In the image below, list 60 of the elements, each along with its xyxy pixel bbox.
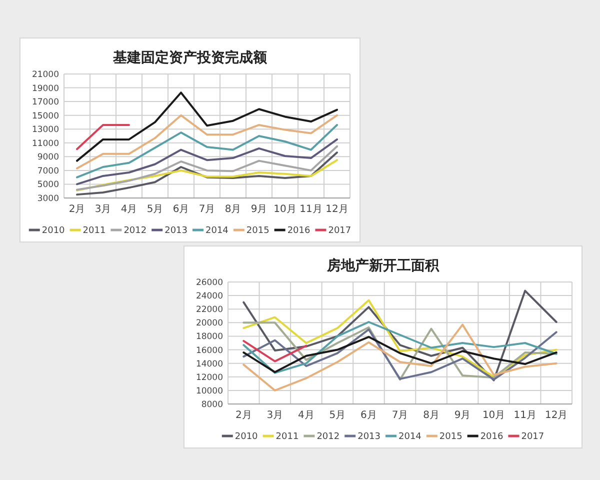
x-tick-label: 2月 [68, 204, 86, 215]
y-tick-label: 14000 [196, 359, 223, 370]
x-tick-label: 2月 [235, 410, 252, 421]
x-tick-label: 4月 [120, 204, 138, 215]
legend-label: 2017 [328, 226, 352, 236]
y-tick-label: 16000 [196, 346, 223, 356]
y-tick-label: 9000 [37, 152, 59, 163]
y-tick-label: 24000 [196, 292, 223, 302]
x-tick-label: 7月 [392, 410, 408, 421]
y-tick-label: 22000 [196, 305, 223, 316]
x-tick-label: 4月 [298, 410, 314, 421]
legend-label: 2013 [164, 226, 188, 236]
legend-label: 2012 [316, 432, 340, 442]
legend-label: 2013 [358, 432, 380, 442]
y-tick-label: 5000 [37, 180, 59, 190]
x-tick-label: 11月 [300, 204, 322, 215]
legend-label: 2016 [480, 432, 504, 442]
legend-label: 2015 [246, 226, 270, 236]
y-tick-label: 12000 [196, 372, 223, 383]
legend-label: 2012 [124, 226, 147, 236]
y-tick-label: 17000 [32, 98, 59, 108]
legend-label: 2015 [439, 432, 462, 442]
legend-label: 2014 [398, 432, 422, 442]
x-tick-label: 9月 [250, 204, 268, 215]
x-tick-label: 3月 [94, 204, 112, 215]
legend-label: 2011 [82, 226, 106, 236]
legend-label: 2017 [521, 432, 544, 442]
y-tick-label: 10000 [196, 386, 223, 396]
x-tick-label: 6月 [360, 410, 377, 421]
y-tick-label: 18000 [196, 332, 223, 342]
y-tick-label: 13000 [32, 125, 59, 136]
x-tick-label: 6月 [172, 204, 190, 215]
x-tick-label: 3月 [266, 410, 284, 421]
x-tick-label: 9月 [454, 410, 471, 421]
legend-label: 2011 [276, 432, 299, 442]
legend-label: 2010 [234, 432, 258, 442]
x-tick-label: 10月 [274, 204, 296, 215]
x-tick-label: 11月 [514, 410, 536, 421]
x-tick-label: 8月 [224, 204, 242, 215]
x-tick-label: 5月 [146, 204, 164, 215]
y-tick-label: 26000 [196, 278, 223, 288]
x-tick-label: 5月 [329, 410, 346, 421]
legend-label: 2010 [42, 226, 66, 236]
x-tick-label: 8月 [423, 410, 440, 421]
x-tick-label: 12月 [544, 410, 568, 421]
y-tick-label: 7000 [37, 166, 59, 176]
x-tick-label: 10月 [482, 410, 506, 421]
chart-title: 基建固定资产投资完成额 [112, 49, 268, 66]
y-tick-label: 8000 [201, 400, 223, 410]
x-tick-label: 7月 [198, 204, 216, 215]
y-tick-label: 3000 [37, 194, 59, 204]
y-tick-label: 19000 [32, 84, 59, 94]
legend-label: 2016 [287, 226, 310, 236]
y-tick-label: 20000 [196, 318, 223, 329]
y-tick-label: 21000 [32, 70, 59, 80]
y-tick-label: 11000 [32, 138, 59, 149]
y-tick-label: 15000 [32, 111, 59, 122]
chart-title: 房地产新开工面积 [326, 257, 440, 274]
x-tick-label: 12月 [326, 204, 348, 215]
legend-label: 2014 [206, 226, 229, 236]
